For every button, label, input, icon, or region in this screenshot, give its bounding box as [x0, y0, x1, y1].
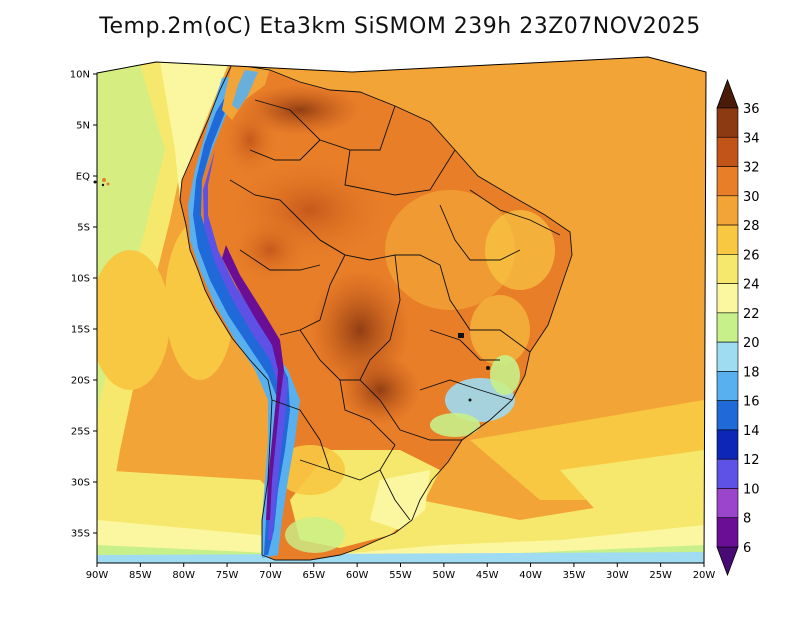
- lat-tick-label: EQ: [76, 172, 90, 183]
- colorbar-segment: [716, 312, 739, 343]
- colorbar-segment: [716, 283, 739, 314]
- lon-tick-label: 20W: [693, 570, 716, 581]
- colorbar-segment: [716, 195, 739, 226]
- colorbar-label: 18: [743, 365, 760, 380]
- lon-tick-label: 30W: [606, 570, 629, 581]
- colorbar-label: 8: [743, 512, 751, 527]
- colorbar-segment: [716, 371, 739, 401]
- colorbar-label: 24: [743, 278, 760, 293]
- colorbar-label: 26: [743, 248, 760, 263]
- lat-tick-label: 5S: [77, 223, 90, 234]
- lon-tick-label: 55W: [389, 570, 412, 581]
- colorbar-label: 36: [743, 102, 760, 117]
- colorbar-label: 32: [743, 161, 760, 176]
- lon-tick-label: 90W: [86, 570, 109, 581]
- colorbar-label: 6: [743, 541, 751, 556]
- colorbar-segment: [716, 254, 739, 284]
- colorbar-label: 34: [743, 131, 760, 146]
- country-boundaries: [179, 63, 573, 561]
- colorbar-bottom-arrow: [716, 546, 739, 577]
- colorbar-label: 20: [743, 336, 760, 351]
- lat-tick-label: 10N: [70, 70, 90, 81]
- map-title: Temp.2m(oC) Eta3km SiSMOM 239h 23Z07NOV2…: [99, 14, 701, 39]
- lon-tick-label: 70W: [259, 570, 282, 581]
- colorbar-label: 12: [743, 453, 760, 468]
- colorbar-segment: [716, 224, 739, 255]
- colorbar-segment: [716, 341, 739, 372]
- lon-tick-label: 60W: [346, 570, 369, 581]
- lat-tick-label: 35S: [71, 529, 90, 540]
- colorbar-top-arrow: [716, 78, 739, 109]
- colorbar-segment: [716, 107, 739, 138]
- colorbar-segment: [716, 166, 739, 197]
- latitude-axis: 10N 5N EQ 5S 10S 15S 20S 25S 30S 35S: [70, 70, 97, 540]
- colorbar-label: 30: [743, 190, 760, 205]
- temperature-colorbar: 36 34 32 30 28 26 24 22 20 18 16 14 12 10 8 6: [716, 78, 760, 577]
- colorbar-label: 22: [743, 307, 760, 322]
- lat-tick-label: 15S: [71, 325, 90, 336]
- lon-tick-label: 65W: [302, 570, 325, 581]
- lat-tick-label: 25S: [71, 427, 90, 438]
- colorbar-segment: [716, 136, 739, 167]
- map-frame: [96, 56, 707, 564]
- lon-tick-label: 25W: [649, 570, 672, 581]
- lat-tick-label: 30S: [71, 478, 90, 489]
- temperature-field: [97, 57, 706, 563]
- lon-tick-label: 35W: [563, 570, 586, 581]
- small-features: [93, 180, 490, 402]
- lon-tick-label: 45W: [476, 570, 499, 581]
- colorbar-segment: [716, 458, 739, 489]
- lon-tick-label: 80W: [172, 570, 195, 581]
- colorbar-segment: [716, 488, 739, 519]
- lon-tick-label: 50W: [433, 570, 456, 581]
- colorbar-label: 16: [743, 395, 760, 410]
- colorbar-segment: [716, 517, 739, 548]
- lat-tick-label: 10S: [71, 274, 90, 285]
- colorbar-label: 10: [743, 482, 760, 497]
- longitude-axis: 90W 85W 80W 75W 70W 65W 60W 55W 50W 45W 40W 35W 30W 2…: [86, 563, 716, 581]
- lon-tick-label: 75W: [216, 570, 239, 581]
- lat-tick-label: 5N: [76, 121, 90, 132]
- colorbar-segment: [716, 400, 739, 431]
- lat-tick-label: 20S: [71, 376, 90, 387]
- lon-tick-label: 85W: [129, 570, 152, 581]
- colorbar-label: 14: [743, 424, 760, 439]
- colorbar-label: 28: [743, 219, 760, 234]
- colorbar-segment: [716, 429, 739, 460]
- lon-tick-label: 40W: [519, 570, 542, 581]
